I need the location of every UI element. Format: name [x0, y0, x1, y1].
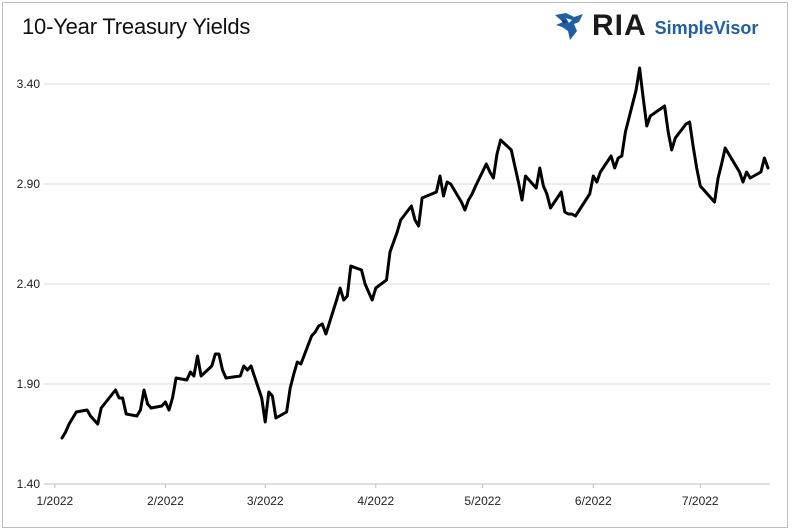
y-tick-label: 2.40	[17, 277, 41, 291]
gridlines	[44, 83, 770, 385]
x-tick-label: 4/2022	[357, 494, 394, 508]
x-tick-label: 5/2022	[464, 494, 501, 508]
x-tick-label: 6/2022	[575, 494, 612, 508]
y-axis-ticks: 1.40 1.90 2.40 2.90 3.40	[17, 77, 41, 491]
x-tick-label: 2/2022	[147, 494, 184, 508]
chart-title: 10-Year Treasury Yields	[22, 14, 251, 39]
x-tick-label: 1/2022	[37, 494, 74, 508]
x-tick-label: 7/2022	[682, 494, 719, 508]
y-tick-label: 3.40	[17, 77, 41, 91]
y-tick-label: 2.90	[17, 177, 41, 191]
ria-simplevisor-logo: RIA SimpleVisor	[552, 8, 758, 44]
logo-simplevisor-text: SimpleVisor	[654, 17, 759, 38]
x-axis-ticks: 1/2022 2/2022 3/2022 4/2022 5/2022 6/2022 7/20…	[37, 484, 719, 508]
logo-ria-text: RIA	[592, 9, 647, 42]
series-line-10y-yield	[60, 66, 770, 440]
eagle-logo-icon	[555, 13, 583, 40]
y-tick-label: 1.40	[17, 477, 41, 491]
x-tick-label: 3/2022	[247, 494, 284, 508]
y-tick-label: 1.90	[17, 377, 41, 391]
